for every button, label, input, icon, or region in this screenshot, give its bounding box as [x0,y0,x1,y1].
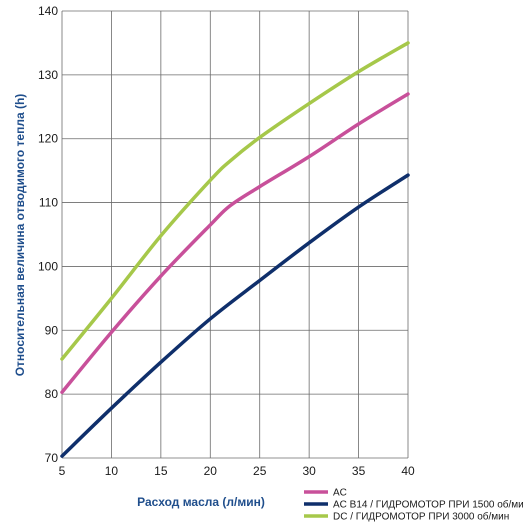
y-tick-label: 140 [38,4,58,18]
legend-label-0: AC [333,488,347,499]
y-tick-label: 100 [38,259,58,273]
y-tick-label: 90 [45,323,59,337]
x-axis-label: Расход масла (л/мин) [137,495,265,509]
x-tick-label: 5 [59,464,66,478]
legend-label-2: DC / ГИДРОМОТОР ПРИ 3000 об/мин [333,511,509,523]
x-tick-label: 10 [105,464,119,478]
series-line-0 [60,92,410,394]
x-axis-ticks: 5 10 15 20 25 30 35 40 [59,464,415,478]
series-lines [60,41,410,458]
x-tick-label: 30 [302,464,316,478]
legend-label-1: AC B14 / ГИДРОМОТОР ПРИ 1500 об/мин [333,499,523,511]
x-tick-label: 20 [204,464,218,478]
grid [61,10,409,459]
y-tick-label: 130 [38,68,58,82]
y-axis-label: Относительная величина отводимого тепла … [13,94,27,377]
x-tick-label: 35 [352,464,366,478]
x-tick-label: 25 [253,464,267,478]
y-tick-label: 110 [39,196,58,210]
x-tick-label: 40 [401,464,415,478]
series-line-2 [60,41,410,361]
y-axis-ticks: 70 80 90 100 110 120 130 140 [38,4,58,465]
series-line-1 [60,173,410,458]
y-tick-label: 70 [45,451,59,465]
y-tick-label: 80 [45,387,59,401]
x-tick-label: 15 [154,464,168,478]
y-tick-label: 120 [38,132,58,146]
